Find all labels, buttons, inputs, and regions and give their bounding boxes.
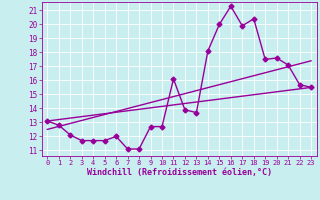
X-axis label: Windchill (Refroidissement éolien,°C): Windchill (Refroidissement éolien,°C) <box>87 168 272 177</box>
